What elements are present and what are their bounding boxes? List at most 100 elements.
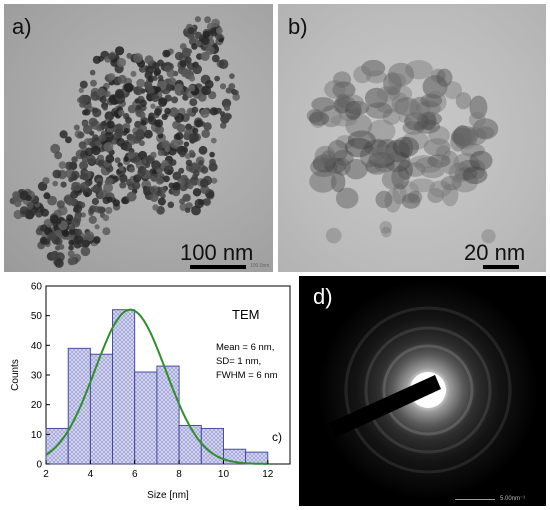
histogram-bar bbox=[245, 451, 269, 465]
nanoparticle bbox=[78, 87, 84, 93]
nanoparticle bbox=[333, 71, 352, 88]
nanoparticle bbox=[12, 193, 21, 202]
nanoparticle bbox=[332, 81, 356, 99]
nanoparticle bbox=[368, 152, 395, 168]
nanoparticle bbox=[107, 52, 116, 61]
nanoparticle bbox=[392, 183, 407, 205]
nanoparticle bbox=[150, 103, 156, 109]
nanoparticle bbox=[125, 116, 132, 124]
nanoparticle bbox=[79, 102, 85, 108]
nanoparticle bbox=[454, 167, 478, 181]
nanoparticle bbox=[178, 167, 185, 174]
nanoparticle bbox=[443, 81, 462, 100]
y-tick-label: 20 bbox=[31, 400, 43, 411]
nanoparticle bbox=[422, 75, 448, 99]
nanoparticle bbox=[218, 59, 229, 69]
stats-annotation: FWHM = 6 nm bbox=[216, 370, 278, 381]
nanoparticle bbox=[204, 16, 212, 24]
nanoparticle bbox=[91, 197, 99, 206]
nanoparticle bbox=[327, 139, 348, 162]
nanoparticle bbox=[105, 206, 113, 215]
nanoparticle bbox=[112, 199, 121, 207]
nanoparticle bbox=[73, 124, 80, 131]
nanoparticle bbox=[330, 114, 358, 127]
nanoparticle bbox=[333, 157, 351, 176]
nanoparticle bbox=[118, 165, 124, 171]
nanoparticle bbox=[93, 236, 101, 244]
nanoparticle bbox=[458, 159, 481, 173]
nanoparticle bbox=[402, 121, 425, 135]
nanoparticle bbox=[106, 120, 115, 129]
nanoparticle bbox=[119, 181, 127, 189]
nanoparticle bbox=[440, 175, 462, 191]
nanoparticle bbox=[158, 74, 164, 81]
nanoparticle bbox=[192, 163, 199, 169]
nanoparticle bbox=[460, 143, 485, 157]
nanoparticle bbox=[123, 128, 129, 134]
diffraction-ring-3 bbox=[344, 306, 512, 474]
nanoparticle bbox=[103, 182, 113, 193]
nanoparticle bbox=[80, 143, 87, 151]
nanoparticle bbox=[198, 160, 204, 166]
histogram-svg: 2 4 6 8 10 12 0 10 20 30 40 50 60 Size [nm] Counts TEM M… bbox=[10, 282, 291, 501]
nanoparticle bbox=[233, 89, 239, 96]
nanoparticle bbox=[104, 90, 111, 98]
nanoparticle bbox=[41, 208, 49, 217]
nanoparticle bbox=[168, 77, 177, 85]
nanoparticle bbox=[104, 111, 115, 121]
nanoparticle bbox=[338, 105, 361, 122]
nanoparticle bbox=[188, 149, 195, 156]
nanoparticle bbox=[169, 159, 177, 166]
nanoparticle bbox=[365, 159, 388, 175]
nanoparticle bbox=[73, 235, 84, 245]
x-tick-label: 8 bbox=[176, 469, 182, 480]
nanoparticle bbox=[415, 100, 441, 116]
nanoparticle bbox=[195, 40, 202, 47]
nanoparticle bbox=[55, 218, 62, 225]
nanoparticle bbox=[171, 187, 181, 197]
diffraction-pattern: d) 5.00nm⁻¹ bbox=[299, 276, 546, 506]
x-axis-label: Size [nm] bbox=[147, 490, 189, 501]
nanoparticle bbox=[232, 93, 240, 101]
nanoparticle bbox=[123, 82, 134, 93]
nanoparticle bbox=[102, 214, 110, 222]
nanoparticle bbox=[209, 151, 215, 158]
nanoparticle bbox=[324, 157, 347, 174]
nanoparticle bbox=[345, 113, 373, 138]
nanoparticle bbox=[455, 92, 472, 110]
nanoparticle bbox=[171, 96, 179, 104]
nanoparticle bbox=[397, 159, 413, 180]
nanoparticle bbox=[428, 125, 450, 145]
scale-bar-b bbox=[483, 265, 519, 269]
nanoparticle bbox=[128, 166, 135, 173]
nanoparticle bbox=[71, 156, 78, 163]
nanoparticle bbox=[125, 123, 131, 129]
nanoparticle bbox=[91, 145, 101, 156]
nanoparticle bbox=[191, 106, 199, 114]
nanoparticle bbox=[189, 176, 200, 186]
nanoparticle bbox=[410, 155, 438, 169]
nanoparticle bbox=[429, 180, 452, 198]
nanoparticle bbox=[96, 181, 103, 188]
nanoparticle bbox=[183, 141, 190, 147]
nanoparticle bbox=[149, 193, 159, 202]
nanoparticle bbox=[187, 182, 194, 190]
nanoparticle bbox=[80, 212, 86, 218]
nanoparticle bbox=[365, 159, 382, 174]
nanoparticle bbox=[60, 181, 67, 188]
nanoparticle bbox=[450, 127, 476, 146]
nanoparticle bbox=[392, 136, 420, 158]
nanoparticle bbox=[68, 177, 74, 183]
nanoparticle bbox=[114, 128, 124, 138]
nanoparticle bbox=[314, 145, 336, 167]
nanoparticle bbox=[107, 73, 116, 81]
y-tick-label: 60 bbox=[31, 282, 43, 293]
nanoparticle bbox=[223, 104, 231, 112]
nanoparticle bbox=[165, 83, 174, 92]
nanoparticle bbox=[409, 178, 436, 193]
scale-stamp-a: 100.0nm bbox=[250, 263, 270, 269]
nanoparticle bbox=[65, 136, 72, 144]
nanoparticle bbox=[162, 49, 171, 58]
nanoparticle bbox=[365, 70, 387, 84]
nanoparticle bbox=[188, 132, 199, 143]
